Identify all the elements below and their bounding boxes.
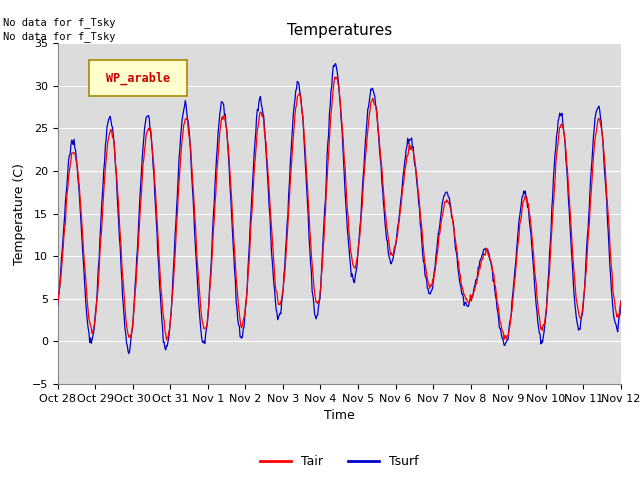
Tsurf <box>122 331 129 336</box>
Tsurf <box>125 351 132 357</box>
Line: Tsurf: Tsurf <box>58 64 621 354</box>
Tair <box>180 122 188 128</box>
Line: Tair: Tair <box>58 77 621 340</box>
Title: Temperatures: Temperatures <box>287 23 392 38</box>
Tair <box>333 74 341 80</box>
Tair <box>54 300 61 306</box>
Tair <box>210 227 218 232</box>
Tsurf <box>410 144 417 150</box>
X-axis label: Time: Time <box>324 409 355 422</box>
Legend: Tair, Tsurf: Tair, Tsurf <box>255 450 424 473</box>
Tair <box>122 315 129 321</box>
Tsurf <box>332 61 339 67</box>
Tsurf <box>617 298 625 304</box>
Y-axis label: Temperature (C): Temperature (C) <box>13 163 26 264</box>
Text: WP_arable: WP_arable <box>106 72 170 85</box>
Tsurf <box>180 107 188 113</box>
Tair <box>64 185 72 191</box>
Tair <box>617 299 625 305</box>
Text: No data for f_Tsky: No data for f_Tsky <box>3 17 116 28</box>
Tsurf <box>210 211 218 216</box>
Tair <box>426 286 433 291</box>
Text: No data for f_Tsky: No data for f_Tsky <box>3 31 116 42</box>
Tair <box>410 148 417 154</box>
Tair <box>163 337 170 343</box>
Tsurf <box>64 169 72 175</box>
Tsurf <box>54 303 61 309</box>
Tsurf <box>426 290 433 296</box>
FancyBboxPatch shape <box>88 60 187 96</box>
